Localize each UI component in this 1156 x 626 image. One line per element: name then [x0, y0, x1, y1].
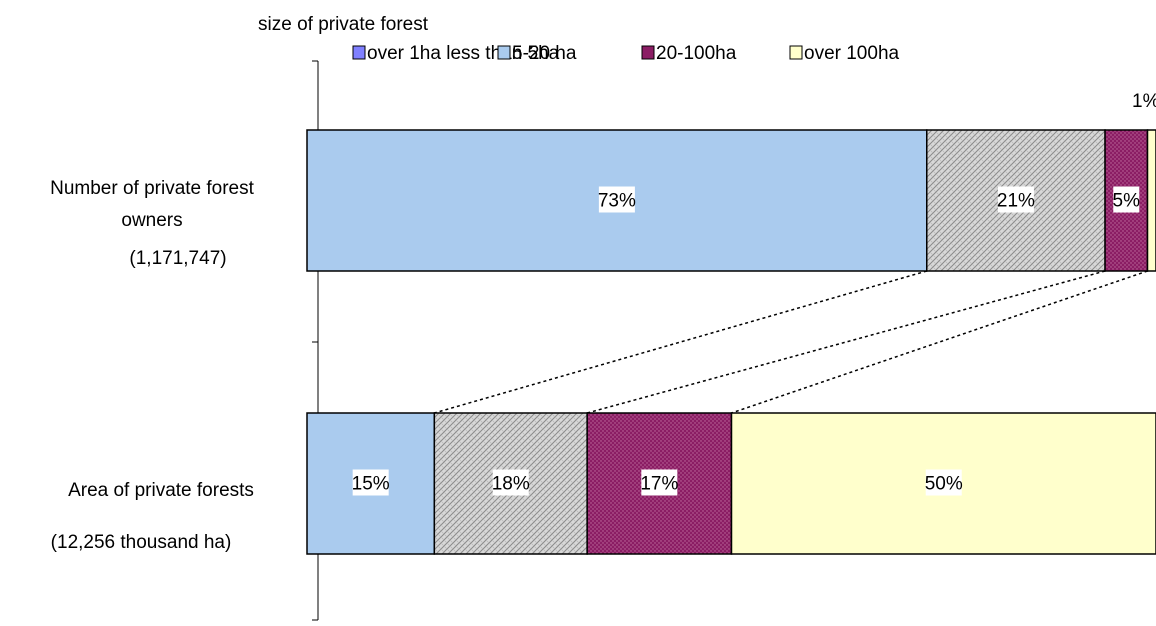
category-labels: Number of private forest owners (1,171,747…: [50, 178, 255, 553]
data-label: 21%: [997, 191, 1035, 212]
legend-title: size of private forest: [258, 14, 429, 35]
data-label: 17%: [640, 474, 678, 495]
connector-lines: [434, 270, 1148, 414]
data-label: 5%: [1113, 191, 1141, 212]
data-label: 50%: [925, 474, 963, 495]
connector-line: [731, 270, 1148, 414]
bars: 73% 21% 5% 1% 15% 18% 17% 50%: [306, 91, 1156, 555]
legend-label: over 100ha: [804, 43, 900, 64]
data-label-bg: [641, 469, 678, 496]
connector-line: [434, 270, 927, 414]
data-label-bg: [492, 469, 529, 496]
category-label: (12,256 thousand ha): [51, 532, 232, 553]
legend-swatch: [641, 45, 655, 60]
category-label: (1,171,747): [129, 248, 226, 269]
legend-label: 20-100ha: [656, 43, 737, 64]
data-label: 18%: [492, 474, 530, 495]
data-label: 1%: [1132, 91, 1156, 112]
category-label: Number of private forest: [50, 178, 255, 199]
legend: size of private forest over 1ha less than…: [258, 14, 900, 64]
legend-label: over 1ha less than 5ha: [367, 43, 560, 64]
legend-label: 5-20 ha: [512, 43, 577, 64]
connector-line: [586, 270, 1106, 414]
bar-segment: [1146, 129, 1156, 272]
data-label-bg: [925, 469, 962, 496]
data-label-bg: [997, 186, 1034, 213]
category-label: owners: [121, 210, 182, 231]
legend-swatch: [352, 45, 366, 60]
data-label: 73%: [598, 191, 636, 212]
legend-swatch: [497, 45, 511, 60]
category-label: Area of private forests: [68, 480, 254, 501]
data-label-bg: [352, 469, 389, 496]
legend-swatch: [789, 45, 803, 60]
data-label-bg: [598, 186, 635, 213]
data-label: 15%: [352, 474, 390, 495]
data-label-bg: [1113, 186, 1140, 213]
